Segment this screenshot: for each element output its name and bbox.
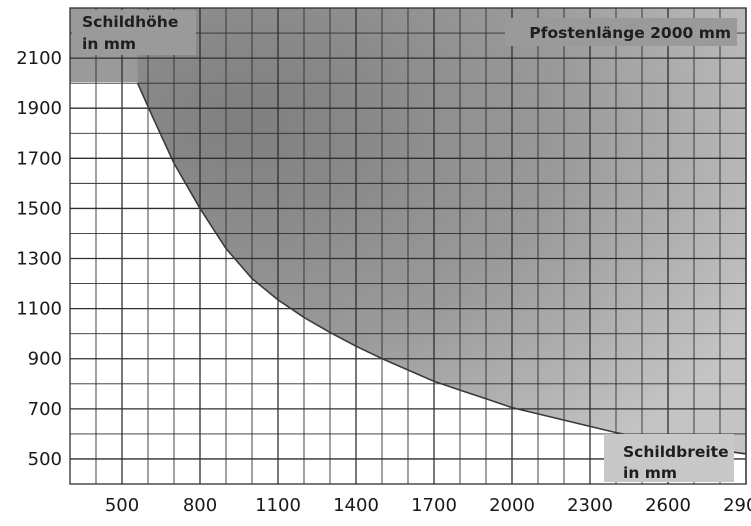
grid [69,7,747,485]
y-tick-label: 1300 [16,249,62,270]
y-tick-label: 1700 [16,148,62,169]
y-tick-label: 500 [28,449,62,470]
y-tick-label: 1500 [16,198,62,219]
y-tick-label: 2100 [16,48,62,69]
x-tick-label: 1400 [333,495,379,516]
y-tick-label: 700 [28,399,62,420]
x-tick-label: 500 [105,495,139,516]
tick-labels: 500 800 1100 1400 1700 2000 2300 2600 2900 500 700… [16,48,751,516]
y-axis-label-line2: in mm [82,35,136,53]
x-tick-label: 800 [183,495,217,516]
y-tick-label: 900 [28,349,62,370]
y-tick-label: 1900 [16,98,62,119]
x-tick-label: 2900 [723,495,751,516]
x-label-box [604,434,734,482]
x-tick-label: 1100 [255,495,301,516]
y-axis-label-line1: Schildhöhe [82,13,178,31]
annotation-box [505,18,737,46]
y-tick-label: 1100 [16,299,62,320]
x-axis-label-line1: Schildbreite [623,443,729,461]
shaded-area [137,8,747,454]
x-axis-label-line2: in mm [623,464,677,482]
x-tick-label: 2000 [489,495,535,516]
x-tick-label: 2600 [645,495,691,516]
y-label-box [72,10,196,55]
annotation-text: Pfostenlänge 2000 mm [529,24,731,42]
x-tick-label: 1700 [411,495,457,516]
x-tick-label: 2300 [567,495,613,516]
plot-frame [69,7,747,485]
